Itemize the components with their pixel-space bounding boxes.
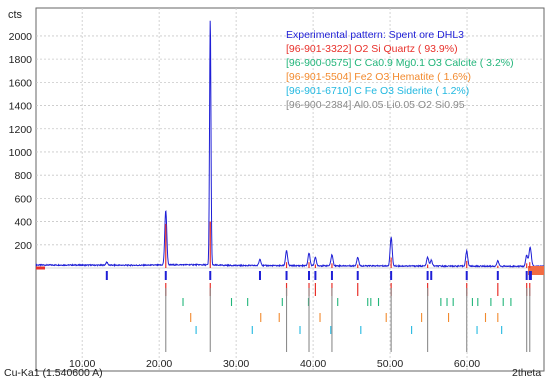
legend-entry: [96-901-5504] Fe2 O3 Hematite ( 1.6%) <box>286 71 471 83</box>
high-angle-marker <box>528 266 544 275</box>
x-tick-label: 20.00 <box>146 358 172 370</box>
grid <box>36 8 544 371</box>
legend-entry: Experimental pattern: Spent ore DHL3 <box>286 29 464 41</box>
x-axis-ticks: 10.00 20.00 30.00 40.00 50.00 60.00 <box>69 358 480 370</box>
experimental-pattern-series <box>35 20 545 275</box>
y-tick-label: 600 <box>14 193 32 205</box>
plot-frame <box>35 7 545 372</box>
experimental-pattern-line <box>35 20 545 269</box>
y-tick-label: 800 <box>14 170 32 182</box>
legend-entry: [96-900-2384] Al0.05 Li0.05 O2 Si0.95 <box>286 99 465 111</box>
y-tick-label: 1000 <box>9 147 33 159</box>
y-tick-label: 1200 <box>9 124 33 136</box>
radiation-label: Cu-Ka1 (1.540600 A) <box>4 367 103 379</box>
phase-reference-sticks <box>105 221 532 352</box>
x-tick-label: 50.00 <box>377 358 403 370</box>
x-tick-label: 10.00 <box>69 358 95 370</box>
y-axis-ticks: 200 400 600 800 1000 1200 1400 1600 1800 2000 <box>9 31 33 252</box>
x-tick-label: 60.00 <box>454 358 480 370</box>
legend-entry: [96-901-3322] O2 Si Quartz ( 93.9%) <box>286 43 458 55</box>
legend-entry: [96-900-0575] C Ca0.9 Mg0.1 O3 Calcite (… <box>286 57 514 69</box>
y-tick-label: 200 <box>14 240 32 252</box>
x-tick-label: 40.00 <box>300 358 326 370</box>
y-tick-label: 1400 <box>9 101 33 113</box>
x-tick-label: 30.00 <box>223 358 249 370</box>
x-axis-label: 2theta <box>512 367 541 379</box>
y-tick-label: 400 <box>14 217 32 229</box>
legend-entry: [96-901-6710] C Fe O3 Siderite ( 1.2%) <box>286 85 469 97</box>
y-tick-label: 1600 <box>9 77 33 89</box>
y-axis-label: cts <box>8 9 23 21</box>
y-tick-label: 2000 <box>9 31 33 43</box>
y-tick-label: 1800 <box>9 54 33 66</box>
low-angle-marker <box>36 266 45 270</box>
legend: Experimental pattern: Spent ore DHL3 [96-… <box>286 29 514 111</box>
